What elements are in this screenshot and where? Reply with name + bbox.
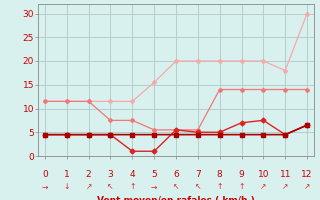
- Text: ↑: ↑: [238, 182, 245, 191]
- Text: ↗: ↗: [260, 182, 267, 191]
- Text: →: →: [42, 182, 48, 191]
- Text: ↗: ↗: [282, 182, 288, 191]
- Text: ↓: ↓: [64, 182, 70, 191]
- Text: ↖: ↖: [107, 182, 114, 191]
- Text: →: →: [151, 182, 157, 191]
- Text: ↖: ↖: [173, 182, 179, 191]
- Text: ↖: ↖: [195, 182, 201, 191]
- Text: ↑: ↑: [217, 182, 223, 191]
- Text: ↗: ↗: [85, 182, 92, 191]
- X-axis label: Vent moyen/en rafales ( km/h ): Vent moyen/en rafales ( km/h ): [97, 196, 255, 200]
- Text: ↗: ↗: [304, 182, 310, 191]
- Text: ↑: ↑: [129, 182, 135, 191]
